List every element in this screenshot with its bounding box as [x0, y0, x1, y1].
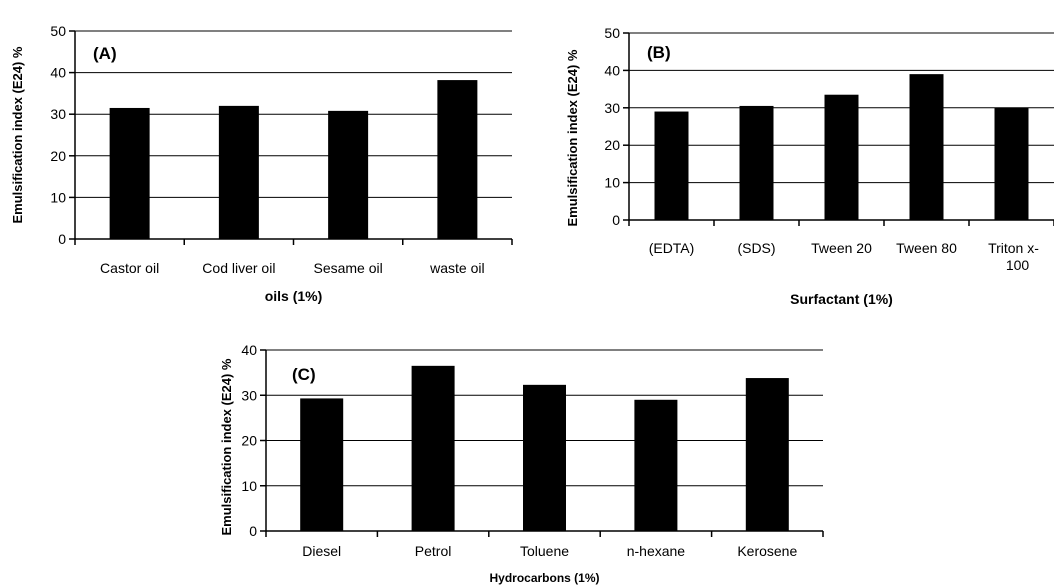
chart-panel-a: 0 10 20 30 40 50 Castor oil Cod liver oil Sesame… — [10, 23, 513, 304]
x-category-label: Tween 80 — [896, 240, 957, 256]
y-tick-label: 20 — [241, 433, 257, 449]
bar-triton-x-100 — [994, 107, 1029, 220]
x-category-label: Petrol — [415, 543, 452, 559]
y-tick-label: 10 — [604, 175, 620, 191]
y-axis-title: Emulsification index (E24) % — [10, 46, 25, 223]
bar-n-hexane — [634, 399, 678, 531]
bar-sesame-oil — [328, 110, 369, 239]
y-axis-title: Emulsification index (E24) % — [219, 358, 234, 535]
y-tick-label: 40 — [50, 65, 66, 81]
bar-diesel — [300, 398, 344, 531]
y-tick-label: 40 — [604, 62, 620, 78]
panel-label: (C) — [292, 365, 316, 384]
y-tick-label: 50 — [50, 23, 66, 39]
y-tick-label: 0 — [58, 231, 66, 247]
x-category-label: Diesel — [302, 543, 341, 559]
x-category-label: Toluene — [520, 543, 569, 559]
y-tick-label: 0 — [249, 523, 257, 539]
y-tick-label: 20 — [604, 137, 620, 153]
x-axis-title: Surfactant (1%) — [790, 291, 893, 307]
x-category-label: Castor oil — [100, 260, 159, 276]
x-category-label: Sesame oil — [313, 260, 382, 276]
bar-tween-80 — [909, 74, 944, 220]
x-category-label: n-hexane — [627, 543, 686, 559]
y-tick-label: 40 — [241, 342, 257, 358]
x-category-label: Cod liver oil — [202, 260, 275, 276]
x-category-label: Triton x-100 — [988, 240, 1039, 273]
y-axis-title: Emulsification index (E24) % — [565, 49, 580, 226]
y-tick-label: 20 — [50, 148, 66, 164]
x-axis-title: Hydrocarbons (1%) — [489, 571, 599, 585]
chart-panel-b: 0 10 20 30 40 50 (EDTA) (SDS) Tween 20 Tween 80 Tr… — [565, 25, 1054, 307]
bar-cod-liver-oil — [218, 105, 259, 239]
y-tick-label: 0 — [612, 212, 620, 228]
panel-label: (A) — [93, 44, 117, 63]
y-tick-label: 10 — [50, 189, 66, 205]
panel-label: (B) — [647, 43, 671, 62]
y-tick-label: 30 — [604, 100, 620, 116]
y-tick-label: 30 — [50, 106, 66, 122]
x-category-label: Tween 20 — [811, 240, 872, 256]
bar-petrol — [411, 365, 455, 531]
bar-kerosene — [745, 378, 789, 531]
bar-edta — [654, 111, 689, 220]
y-tick-label: 50 — [604, 25, 620, 41]
x-category-label: Kerosene — [737, 543, 797, 559]
chart-panel-c: 0 10 20 30 40 Diesel Petrol Toluene n-hexane Kero… — [219, 342, 824, 585]
x-category-label: (EDTA) — [649, 240, 695, 256]
x-axis-title: oils (1%) — [265, 288, 323, 304]
y-tick-label: 30 — [241, 387, 257, 403]
x-category-label: (SDS) — [737, 240, 775, 256]
y-tick-label: 10 — [241, 478, 257, 494]
x-category-label: waste oil — [429, 260, 484, 276]
bar-waste-oil — [437, 80, 478, 239]
bar-toluene — [523, 384, 566, 531]
bar-tween-20 — [824, 94, 859, 220]
bar-sds — [739, 105, 774, 220]
bar-castor-oil — [109, 107, 150, 240]
